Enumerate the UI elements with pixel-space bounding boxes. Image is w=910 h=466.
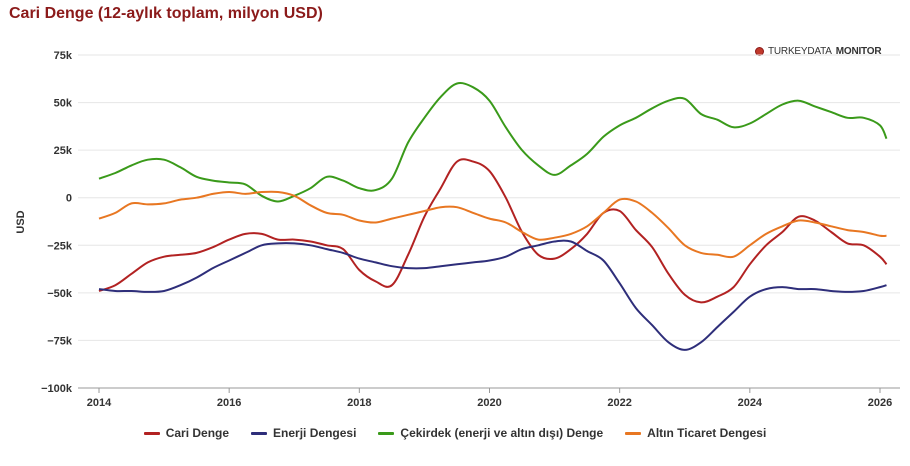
chart-title: Cari Denge (12-aylık toplam, milyon USD) — [9, 5, 323, 22]
y-tick-label: 0 — [66, 193, 72, 205]
y-tick-label: 25k — [54, 145, 73, 157]
series-line-2[interactable] — [98, 239, 887, 351]
y-tick-label: −75k — [47, 335, 73, 347]
x-axis: 2014 2016 2018 2020 2022 2024 2026 — [87, 388, 892, 409]
legend: Cari Denge Enerji Dengesi Çekirdek (enerji… — [0, 426, 910, 440]
brand-name-bold-part: MONITOR — [835, 46, 882, 57]
x-tick-label: 2024 — [738, 397, 763, 409]
series-line-1[interactable] — [98, 158, 888, 304]
y-tick-label: −50k — [47, 288, 73, 300]
legend-item-3[interactable]: Çekirdek (enerji ve altın dışı) Denge — [378, 426, 603, 440]
legend-label: Enerji Dengesi — [273, 426, 357, 440]
legend-label: Altın Ticaret Dengesi — [647, 426, 767, 440]
legend-swatch — [378, 431, 395, 435]
y-axis: 75k 50k 25k 0 −25k −50k −75k −100k — [41, 50, 73, 395]
legend-label: Çekirdek (enerji ve altın dışı) Denge — [400, 426, 604, 440]
x-tick-label: 2018 — [347, 397, 371, 409]
legend-swatch — [143, 431, 160, 435]
brand-name-part: TURKEYDATA — [768, 46, 832, 57]
y-tick-label: 75k — [54, 50, 73, 62]
legend-item-2[interactable]: Enerji Dengesi — [251, 426, 356, 440]
series-line-3[interactable] — [98, 82, 888, 203]
legend-item-4[interactable]: Altın Ticaret Dengesi — [625, 426, 766, 440]
legend-swatch — [251, 431, 268, 435]
series-group — [98, 82, 888, 351]
legend-swatch — [625, 431, 642, 435]
legend-label: Cari Denge — [165, 426, 230, 440]
x-tick-label: 2026 — [868, 397, 892, 409]
grid-lines — [78, 54, 900, 389]
y-tick-label: −100k — [41, 383, 73, 395]
y-tick-label: −25k — [47, 240, 73, 252]
x-tick-label: 2022 — [607, 397, 631, 409]
x-tick-label: 2014 — [87, 397, 112, 409]
y-tick-label: 50k — [54, 98, 73, 110]
y-axis-label: USD — [15, 210, 27, 233]
series-line-4[interactable] — [98, 190, 887, 259]
legend-item-1[interactable]: Cari Denge — [143, 426, 230, 440]
x-tick-label: 2016 — [217, 397, 241, 409]
x-tick-label: 2020 — [477, 397, 501, 409]
